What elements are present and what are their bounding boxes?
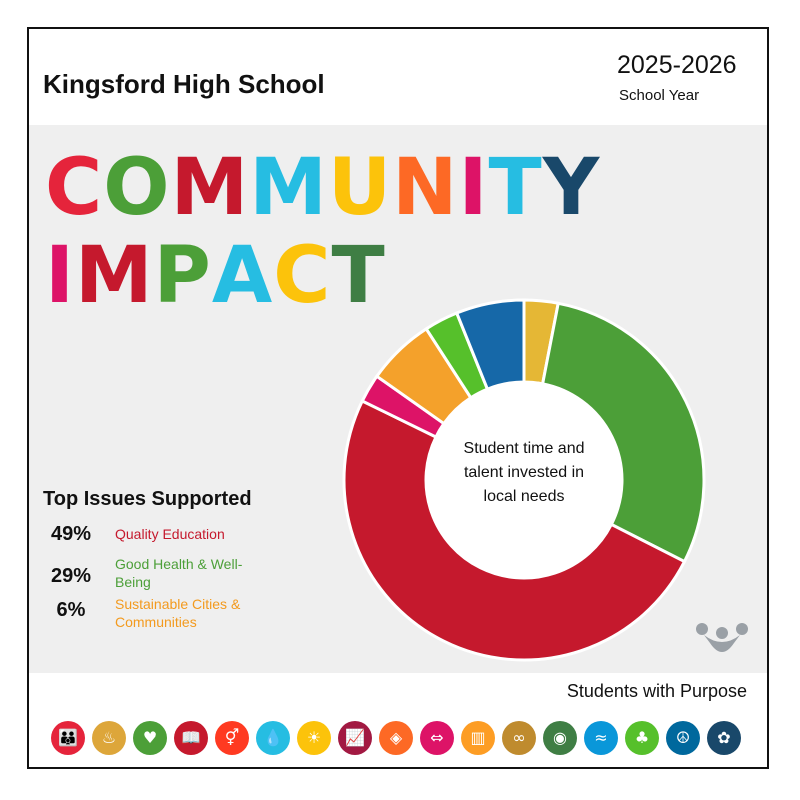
- issue-item: 29% Good Health & Well-Being: [43, 556, 303, 601]
- headline-letter: U: [327, 143, 393, 233]
- infographic-frame: Kingsford High School 2025-2026 School Y…: [27, 27, 769, 769]
- headline-letter: P: [153, 231, 212, 321]
- peace-justice-icon: ☮: [666, 721, 700, 755]
- no-poverty-icon: 👪: [51, 721, 85, 755]
- students-logo-icon: [696, 623, 748, 652]
- headline-letter: A: [211, 231, 274, 321]
- donut-center-label: Student time and talent invested in local …: [464, 440, 585, 505]
- life-below-water-icon: ≈: [584, 721, 618, 755]
- footer-title: Students with Purpose: [566, 681, 747, 701]
- responsible-consumption-icon: ∞: [502, 721, 536, 755]
- issues-title: Top Issues Supported: [43, 488, 252, 510]
- zero-hunger-icon: ♨: [92, 721, 126, 755]
- issue-item: 49% Quality Education: [43, 523, 303, 563]
- issue-item: 6% Sustainable Cities & Communities: [43, 596, 303, 639]
- partnerships-icon: ✿: [707, 721, 741, 755]
- impact-panel: COMMUNITY IMPACT Student time and talent …: [29, 125, 767, 673]
- life-on-land-icon: ♣: [625, 721, 659, 755]
- headline-letter: T: [488, 143, 543, 233]
- headline-letter: Y: [542, 143, 601, 233]
- headline-letter: C: [273, 231, 332, 321]
- headline-letter: M: [170, 143, 250, 233]
- headline-letter: C: [45, 143, 104, 233]
- impact-donut-chart: Student time and talent invested in local …: [342, 298, 706, 662]
- donut-hole: [426, 382, 622, 578]
- reduced-inequalities-icon: ⇔: [420, 721, 454, 755]
- issue-percent: 49%: [50, 523, 92, 545]
- clean-energy-icon: ☀: [297, 721, 331, 755]
- good-health-icon: ♥: [133, 721, 167, 755]
- climate-action-icon: ◉: [543, 721, 577, 755]
- issue-name: Good Health & Well-Being: [115, 556, 243, 590]
- quality-education-icon: 📖: [174, 721, 208, 755]
- headline-letter: I: [458, 143, 489, 233]
- headline-letter: T: [331, 231, 386, 321]
- headline-letter: M: [75, 231, 154, 321]
- decent-work-icon: 📈: [338, 721, 372, 755]
- headline-letter: I: [45, 231, 76, 321]
- issue-name: Sustainable Cities & Communities: [115, 596, 241, 630]
- school-year: 2025-2026: [617, 51, 737, 79]
- sustainable-cities-icon: ▥: [461, 721, 495, 755]
- headline-letter: O: [103, 143, 171, 233]
- industry-innovation-icon: ◈: [379, 721, 413, 755]
- headline-impact: IMPACT: [45, 237, 386, 315]
- headline-community: COMMUNITY: [45, 149, 600, 227]
- headline-letter: N: [392, 143, 459, 233]
- clean-water-icon: 💧: [256, 721, 290, 755]
- school-year-label: School Year: [619, 87, 700, 104]
- school-name: Kingsford High School: [43, 69, 325, 99]
- issue-percent: 6%: [56, 599, 86, 621]
- issue-percent: 29%: [50, 565, 92, 587]
- headline-letter: M: [249, 143, 328, 233]
- gender-equality-icon: ⚥: [215, 721, 249, 755]
- issue-name: Quality Education: [115, 526, 225, 542]
